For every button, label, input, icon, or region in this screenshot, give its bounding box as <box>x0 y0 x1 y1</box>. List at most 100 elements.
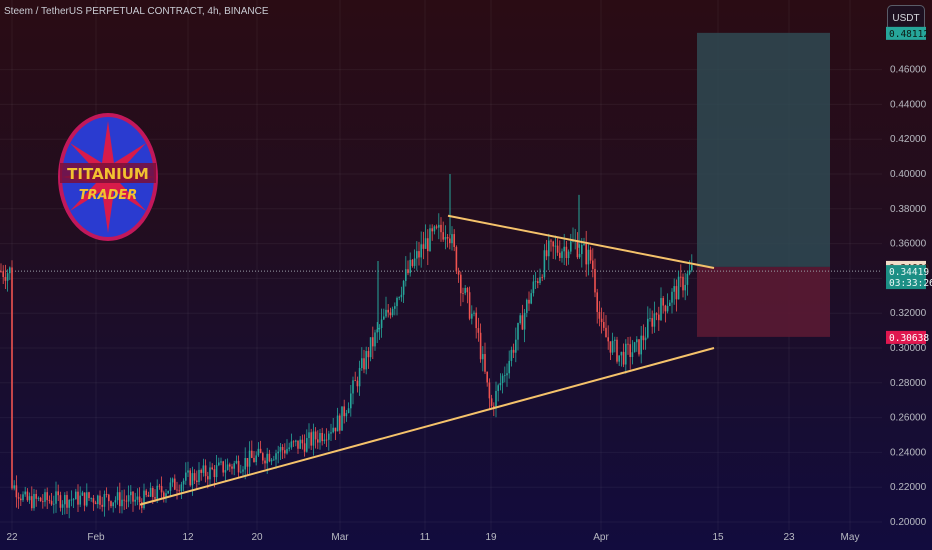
candles <box>0 174 693 519</box>
candle-body <box>288 447 290 449</box>
candle-body <box>482 354 484 360</box>
x-tick-label: 22 <box>6 532 18 543</box>
candle-body <box>242 469 244 472</box>
candle-body <box>664 305 667 312</box>
candle-body <box>145 490 147 496</box>
candle-body <box>402 280 405 295</box>
candle-body <box>92 498 95 503</box>
candle-body <box>306 438 308 452</box>
candle-body <box>211 467 213 470</box>
resistance-trendline[interactable] <box>447 214 715 269</box>
candle-body <box>112 502 114 507</box>
candle-body <box>383 316 385 320</box>
x-tick-label: Mar <box>331 532 349 543</box>
candle-body <box>213 469 216 478</box>
x-tick-label: Apr <box>593 532 609 543</box>
candle-body <box>171 478 174 483</box>
candle-body <box>235 460 238 464</box>
currency-button[interactable]: USDT <box>887 5 925 31</box>
y-tick-label: 0.20000 <box>890 517 927 528</box>
candle-body <box>169 482 172 491</box>
candle-body <box>257 448 260 456</box>
candle-body <box>616 339 618 362</box>
candle-body <box>246 458 249 467</box>
candle-body <box>361 358 363 369</box>
candle-body <box>297 440 299 449</box>
candle-body <box>405 269 407 281</box>
candle-body <box>460 274 462 294</box>
candle-body <box>556 245 559 253</box>
x-tick-label: 23 <box>783 532 795 543</box>
candle-body <box>671 291 673 303</box>
candle-body <box>686 273 689 285</box>
candle-body <box>125 500 128 502</box>
x-tick-label: 11 <box>420 532 431 543</box>
x-tick-label: 12 <box>182 532 194 543</box>
candle-body <box>462 293 464 295</box>
candle-body <box>31 496 33 509</box>
countdown-label: 03:33:26 <box>889 278 932 289</box>
y-axis: 0.46000 0.44000 0.42000 0.40000 0.38000 0.360… <box>890 65 927 528</box>
candle-body <box>99 495 101 505</box>
candle-body <box>468 292 471 319</box>
candle-body <box>455 246 458 272</box>
candle-body <box>647 318 649 338</box>
candle-body <box>548 240 550 257</box>
candle-body <box>550 240 552 242</box>
candle-body <box>81 492 84 496</box>
candle-body <box>255 455 257 463</box>
candle-body <box>471 313 473 319</box>
candle-body <box>658 314 660 321</box>
candle-body <box>209 467 211 480</box>
target-price-label: 0.48112 <box>889 29 929 40</box>
candle-body <box>266 453 268 464</box>
candle-body <box>72 499 75 501</box>
candle-body <box>578 254 581 258</box>
candle-body <box>477 328 480 333</box>
candle-body <box>123 499 125 501</box>
candle-body <box>528 299 530 304</box>
candle-body <box>479 332 482 360</box>
candle-body <box>160 486 163 493</box>
candle-body <box>233 463 235 469</box>
candle-body <box>400 294 403 298</box>
candle-body <box>103 494 106 507</box>
candle-body <box>158 485 161 487</box>
candle-body <box>675 286 678 300</box>
candle-body <box>411 259 414 266</box>
candle-body <box>130 491 132 496</box>
candle-body <box>154 497 156 499</box>
candle-body <box>226 464 229 470</box>
candle-body <box>431 228 433 232</box>
candle-body <box>363 358 365 370</box>
candle-body <box>97 495 99 505</box>
candle-body <box>352 380 354 394</box>
candle-body <box>202 465 205 473</box>
candle-body <box>607 337 609 342</box>
candle-body <box>79 495 81 505</box>
candle-body <box>554 245 557 247</box>
candle-body <box>143 490 145 509</box>
candle-body <box>530 293 532 304</box>
candle-body <box>680 276 682 278</box>
support-trendline[interactable] <box>139 347 715 506</box>
candle-body <box>53 503 55 505</box>
candle-body <box>394 306 396 309</box>
candle-body <box>229 464 231 467</box>
candle-body <box>642 335 645 341</box>
candle-body <box>176 489 178 491</box>
candle-body <box>48 500 51 501</box>
candle-body <box>44 492 46 502</box>
candle-body <box>200 469 202 473</box>
logo-line1: TITANIUM <box>67 165 149 183</box>
candle-body <box>119 492 121 507</box>
candle-body <box>457 271 460 275</box>
candle-body <box>367 351 370 358</box>
candle-body <box>561 251 563 258</box>
candle-body <box>517 323 519 340</box>
candle-body <box>655 313 658 315</box>
candle-body <box>57 491 59 496</box>
candle-body <box>420 244 422 258</box>
